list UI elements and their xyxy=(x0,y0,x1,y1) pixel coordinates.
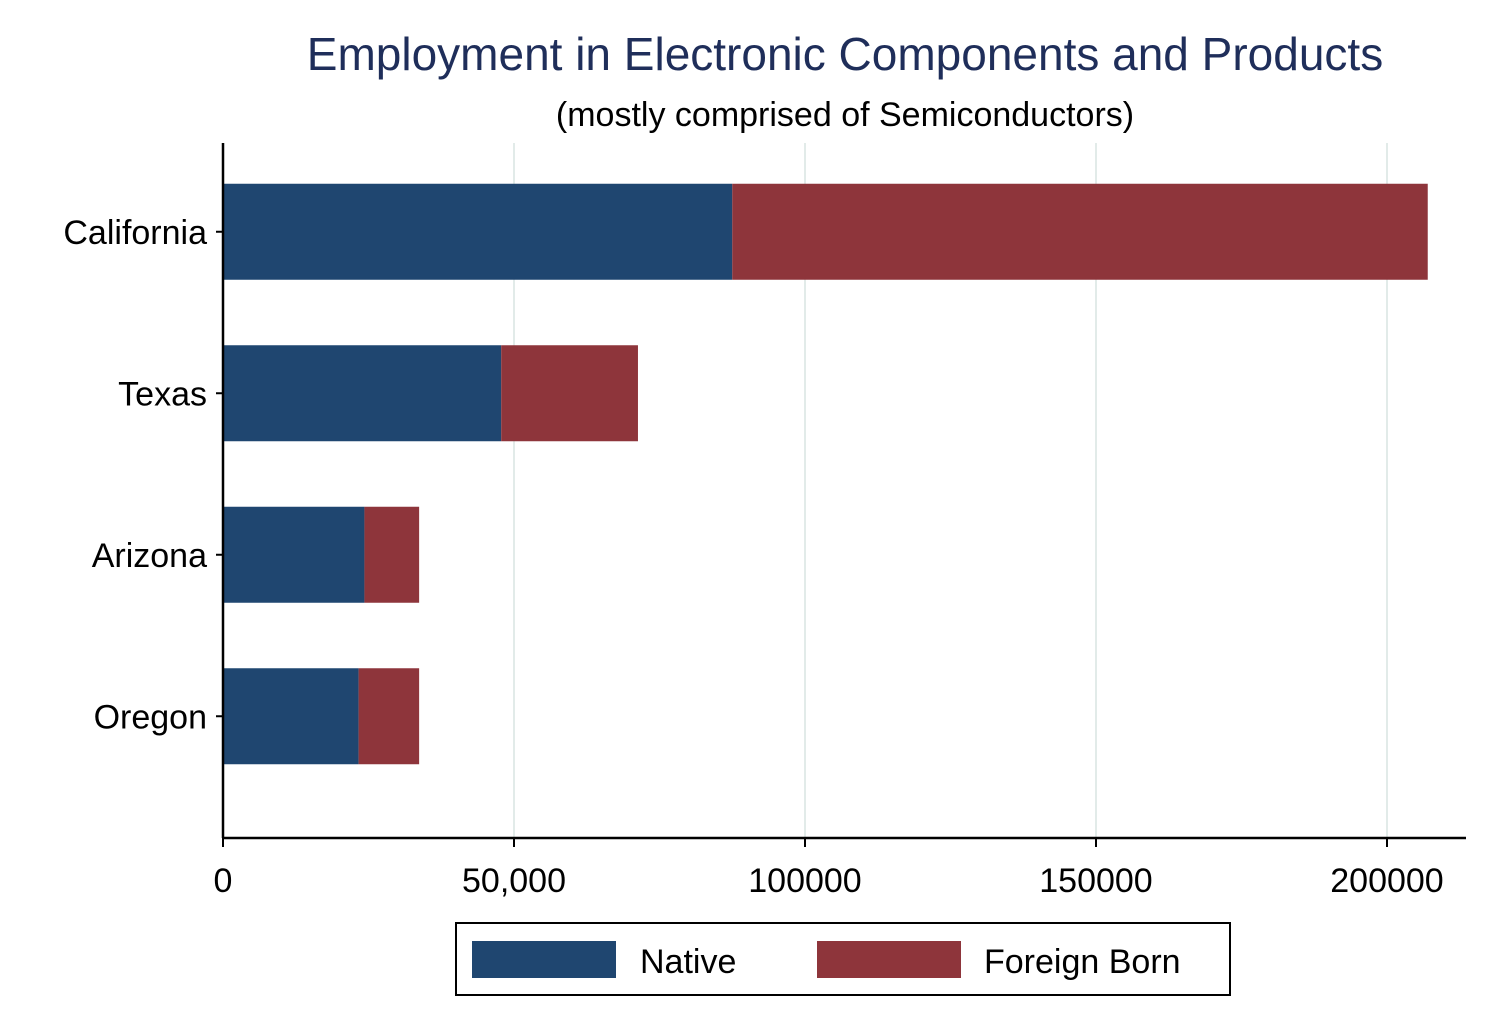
bar-oregon-native xyxy=(223,668,359,765)
legend: Native Foreign Born xyxy=(455,922,1231,996)
chart-title: Employment in Electronic Components and … xyxy=(307,28,1383,80)
bar-texas-foreign-born xyxy=(501,345,638,442)
x-tick-label: 100000 xyxy=(748,862,861,900)
legend-label: Foreign Born xyxy=(984,943,1181,981)
bars xyxy=(223,183,1428,765)
x-tick-label: 0 xyxy=(214,862,233,900)
chart-subtitle: (mostly comprised of Semiconductors) xyxy=(556,96,1134,134)
category-label: Arizona xyxy=(92,537,207,575)
bar-arizona-native xyxy=(223,506,365,603)
legend-label: Native xyxy=(640,943,736,981)
legend-swatch-native xyxy=(472,941,616,978)
category-label: California xyxy=(63,214,207,252)
bar-california-foreign-born xyxy=(732,183,1428,280)
axes: California Texas Arizona Oregon 0 50,000 10000… xyxy=(63,143,1466,900)
x-tick-label: 50,000 xyxy=(462,862,566,900)
category-label: Texas xyxy=(118,375,207,413)
bar-texas-native xyxy=(223,345,502,442)
bar-california-native xyxy=(223,183,733,280)
bar-oregon-foreign-born xyxy=(358,668,420,765)
x-tick-label: 200000 xyxy=(1330,862,1443,900)
bar-arizona-foreign-born xyxy=(364,506,420,603)
x-tick-label: 150000 xyxy=(1039,862,1152,900)
legend-swatch-foreign-born xyxy=(817,941,961,978)
category-label: Oregon xyxy=(94,698,207,736)
